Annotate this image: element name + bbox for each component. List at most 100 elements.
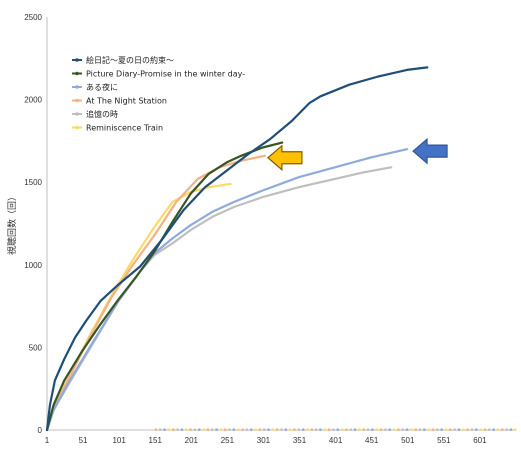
- x-tick-label-601: 601: [473, 436, 487, 445]
- baseline-zero-point: [423, 428, 426, 431]
- y-tick-label-2500: 2500: [24, 13, 42, 22]
- baseline-zero-point: [167, 428, 171, 431]
- baseline-zero-point: [267, 428, 270, 431]
- baseline-zero-point: [327, 428, 331, 431]
- legend-label-3: ある夜に: [86, 82, 118, 92]
- baseline-zero-point: [232, 428, 236, 431]
- baseline-zero-point: [345, 428, 348, 431]
- legend-marker-3: [75, 85, 79, 89]
- x-tick-label-501: 501: [401, 436, 415, 445]
- y-tick-label-500: 500: [29, 343, 43, 352]
- x-tick-label-251: 251: [221, 436, 235, 445]
- series-line-2: [45, 141, 284, 432]
- baseline-zero-point: [319, 428, 322, 431]
- baseline-zero-point: [258, 428, 262, 431]
- baseline-zero-point: [198, 428, 201, 431]
- baseline-zero-point: [470, 428, 474, 431]
- baseline-zero-point: [514, 428, 517, 431]
- x-tick-label-451: 451: [365, 436, 379, 445]
- baseline-zero-point: [215, 428, 218, 431]
- baseline-zero-point: [366, 428, 370, 431]
- baseline-zero-point: [180, 428, 184, 431]
- baseline-zero-point: [358, 428, 361, 431]
- baseline-zero-point: [288, 428, 292, 431]
- baseline-zero-point: [349, 428, 352, 431]
- baseline-zero-point: [176, 428, 179, 431]
- baseline-zero-point: [280, 428, 283, 431]
- baseline-zero-points: [154, 428, 517, 431]
- baseline-zero-point: [275, 428, 279, 431]
- baseline-zero-point: [297, 428, 301, 431]
- baseline-zero-point: [488, 428, 491, 431]
- baseline-zero-point: [371, 428, 374, 431]
- x-tick-label-301: 301: [257, 436, 271, 445]
- baseline-zero-point: [301, 428, 305, 431]
- y-tick-label-2000: 2000: [24, 96, 42, 105]
- baseline-zero-point: [163, 428, 166, 431]
- baseline-zero-point: [457, 428, 461, 431]
- series-line-1: [45, 66, 429, 432]
- baseline-zero-point: [440, 428, 443, 431]
- baseline-zero-point: [293, 428, 296, 431]
- baseline-zero-point: [479, 428, 482, 431]
- legend-marker-5: [75, 112, 79, 116]
- x-tick-label-151: 151: [149, 436, 163, 445]
- baseline-zero-point: [414, 428, 417, 431]
- baseline-zero-point: [392, 428, 396, 431]
- baseline-zero-point: [202, 428, 205, 431]
- baseline-zero-point: [388, 428, 391, 431]
- baseline-zero-point: [172, 428, 175, 431]
- baseline-zero-point: [496, 428, 500, 431]
- legend-label-5: 追憶の時: [86, 109, 118, 119]
- baseline-zero-point: [401, 428, 404, 431]
- baseline-zero-point: [154, 428, 158, 431]
- baseline-zero-point: [436, 428, 439, 431]
- x-tick-label-1: 1: [45, 436, 50, 445]
- legend-label-1: 絵日記～夏の日の約束～: [86, 55, 174, 65]
- baseline-zero-point: [379, 428, 383, 431]
- baseline-zero-point: [509, 428, 513, 431]
- baseline-zero-point: [410, 428, 413, 431]
- legend-marker-1: [75, 58, 79, 62]
- baseline-zero-point: [431, 428, 435, 431]
- y-axis-title: 視聴回数（回）: [6, 192, 18, 255]
- legend-marker-6: [75, 125, 79, 130]
- baseline-zero-point: [185, 428, 188, 431]
- legend-label-6: Reminiscence Train: [86, 124, 163, 133]
- legend-marker-4: [75, 98, 79, 103]
- y-tick-label-0: 0: [38, 426, 43, 435]
- series-line-5: [45, 166, 393, 432]
- baseline-zero-point: [314, 428, 318, 431]
- baseline-zero-point: [284, 428, 288, 431]
- baseline-zero-point: [492, 428, 495, 431]
- baseline-zero-point: [449, 428, 452, 431]
- baseline-zero-point: [310, 428, 314, 431]
- baseline-zero-point: [332, 428, 335, 431]
- baseline-zero-point: [228, 428, 231, 431]
- baseline-zero-point: [224, 428, 227, 431]
- baseline-zero-point: [254, 428, 257, 431]
- annotation-arrow-yellow: [266, 144, 303, 172]
- series-line-4: [45, 154, 266, 432]
- baseline-zero-point: [237, 428, 240, 431]
- series-line-3: [45, 148, 409, 432]
- x-tick-label-551: 551: [437, 436, 451, 445]
- y-tick-label-1000: 1000: [24, 261, 42, 270]
- legend-label-2: Picture Diary-Promise in the winter day-: [86, 70, 245, 79]
- baseline-zero-point: [211, 428, 214, 431]
- baseline-zero-point: [444, 428, 448, 431]
- x-tick-label-351: 351: [293, 436, 307, 445]
- baseline-zero-point: [397, 428, 400, 431]
- baseline-zero-point: [271, 428, 275, 431]
- baseline-zero-point: [453, 428, 456, 431]
- baseline-zero-point: [323, 428, 326, 431]
- x-tick-label-51: 51: [79, 436, 88, 445]
- series-line-6: [45, 182, 232, 432]
- legend-marker-2: [75, 71, 79, 76]
- x-tick-label-401: 401: [329, 436, 343, 445]
- legend-label-4: At The Night Station: [86, 97, 167, 106]
- baseline-zero-point: [159, 428, 162, 431]
- baseline-zero-point: [384, 428, 387, 431]
- baseline-zero-point: [375, 428, 378, 431]
